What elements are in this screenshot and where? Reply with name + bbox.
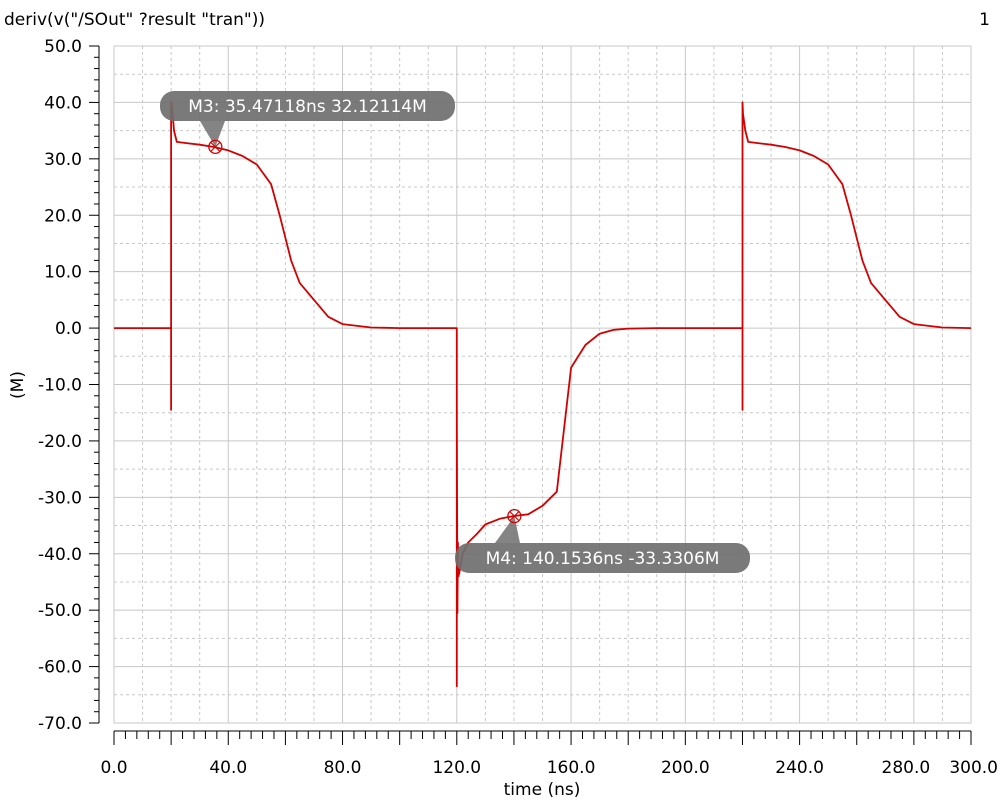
x-tick-label: 240.0 bbox=[775, 758, 824, 778]
trace-group bbox=[114, 101, 972, 688]
y-tick-label: 30.0 bbox=[44, 150, 82, 170]
x-axis-label: time (ns) bbox=[504, 780, 581, 800]
y-tick-label: -40.0 bbox=[38, 545, 82, 565]
plot-expression-title: deriv(v("/SOut" ?result "tran")) bbox=[4, 10, 265, 30]
marker-label-box bbox=[160, 91, 455, 121]
y-tick-label: -70.0 bbox=[38, 714, 82, 734]
marker-point-icon bbox=[507, 508, 522, 524]
y-tick-label: -10.0 bbox=[38, 376, 82, 396]
y-axis-label: (M) bbox=[8, 371, 28, 399]
y-tick-label: 20.0 bbox=[44, 206, 82, 226]
marker-cross bbox=[210, 141, 221, 152]
x-tick-label: 300.0 bbox=[949, 758, 998, 778]
y-tick-label: -30.0 bbox=[38, 488, 82, 508]
x-tick-label: 200.0 bbox=[661, 758, 710, 778]
x-tick-label: 80.0 bbox=[324, 758, 362, 778]
marker-label-text: M3: 35.47118ns 32.12114M bbox=[188, 97, 427, 117]
y-tick-label: 40.0 bbox=[44, 93, 82, 113]
x-tick-label: 280.0 bbox=[882, 758, 931, 778]
marker-pointer bbox=[495, 516, 520, 543]
y-tick-label: 0.0 bbox=[55, 319, 82, 339]
y-tick-label: -60.0 bbox=[38, 658, 82, 678]
x-tick-label: 160.0 bbox=[547, 758, 596, 778]
plot-area-frame bbox=[113, 45, 972, 724]
y-axis: 50.0 40.0 30.0 20.0 10.0 0.0 -10.0 -20.0 -30.0 -4… bbox=[38, 37, 100, 734]
y-tick-label: -50.0 bbox=[38, 601, 82, 621]
y-tick-label: -20.0 bbox=[38, 432, 82, 452]
plot-index-label: 1 bbox=[979, 10, 990, 30]
marker-cross bbox=[509, 511, 520, 522]
marker-label-text: M4: 140.1536ns -33.3306M bbox=[486, 549, 720, 569]
y-tick-label: 10.0 bbox=[44, 263, 82, 283]
x-tick-label: 40.0 bbox=[209, 758, 247, 778]
waveform-trace bbox=[114, 101, 972, 688]
marker-point-icon bbox=[208, 139, 223, 155]
marker-label-box bbox=[455, 543, 750, 573]
x-tick-label: 120.0 bbox=[432, 758, 481, 778]
marker-4: M4: 140.1536ns -33.3306M bbox=[455, 508, 750, 573]
grid-lines bbox=[113, 45, 972, 724]
y-tick-label: 50.0 bbox=[44, 37, 82, 57]
x-axis: 0.0 40.0 80.0 120.0 160.0 200.0 240.0 280.0 300.… bbox=[100, 730, 998, 778]
marker-group: M3: 35.47118ns 32.12114M M4: 140.1536ns -… bbox=[160, 91, 750, 573]
marker-3: M3: 35.47118ns 32.12114M bbox=[160, 91, 455, 155]
marker-pointer bbox=[200, 121, 225, 147]
x-tick-label: 0.0 bbox=[100, 758, 127, 778]
